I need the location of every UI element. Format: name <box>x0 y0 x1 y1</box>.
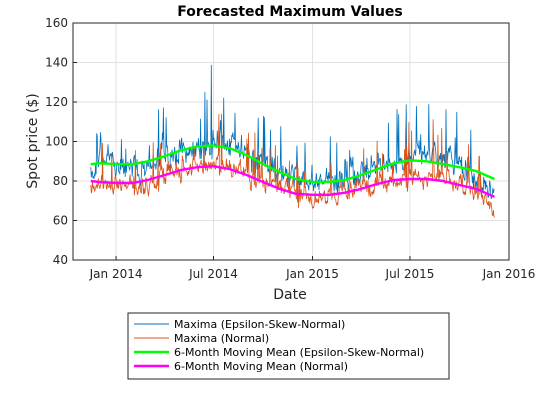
y-tick-label: 60 <box>53 214 68 228</box>
legend-label-1: Maxima (Normal) <box>174 332 269 345</box>
series-line-2 <box>90 144 495 184</box>
y-tick-label: 80 <box>53 174 68 188</box>
y-tick-label: 120 <box>45 95 68 109</box>
y-ticks: 40 60 80 100 120 140 160 <box>45 16 77 267</box>
plot-series <box>90 64 495 218</box>
y-tick-label: 160 <box>45 16 68 30</box>
series-line-1 <box>90 113 495 218</box>
x-axis-label: Date <box>273 287 306 303</box>
y-tick-label: 100 <box>45 135 68 149</box>
x-tick-label: Jan 2014 <box>89 267 143 281</box>
chart-title: Forecasted Maximum Values <box>177 4 403 20</box>
y-axis-label: Spot price ($) <box>25 93 41 188</box>
x-tick-label: Jul 2015 <box>385 267 435 281</box>
y-tick-label: 140 <box>45 56 68 70</box>
x-tick-label: Jan 2015 <box>285 267 339 281</box>
legend: Maxima (Epsilon-Skew-Normal)Maxima (Norm… <box>127 312 450 380</box>
legend-label-2: 6-Month Moving Mean (Epsilon-Skew-Normal… <box>174 346 424 359</box>
x-tick-label: Jan 2016 <box>482 267 536 281</box>
x-ticks: Jan 2014 Jul 2014 Jan 2015 Jul 2015 Jan 2016 <box>89 256 536 281</box>
x-tick-label: Jul 2014 <box>188 267 238 281</box>
legend-label-3: 6-Month Moving Mean (Normal) <box>174 360 348 373</box>
legend-box <box>127 312 450 380</box>
y-tick-label: 40 <box>53 253 68 267</box>
series-line-3 <box>90 164 495 198</box>
legend-label-0: Maxima (Epsilon-Skew-Normal) <box>174 318 345 331</box>
